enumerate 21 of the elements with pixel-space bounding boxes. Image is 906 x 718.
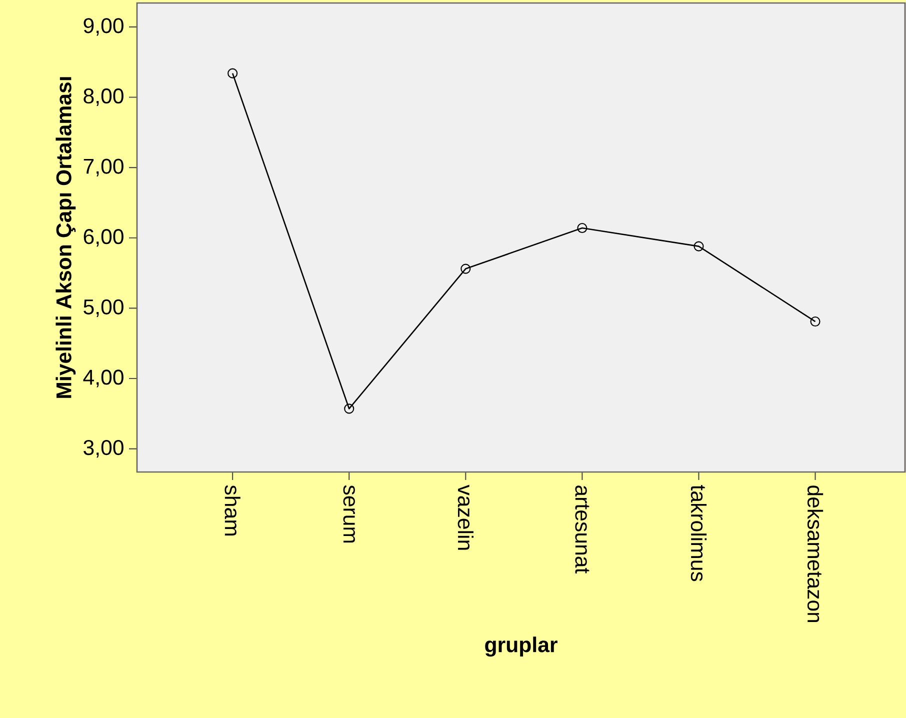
y-tick-label: 7,00 <box>84 158 124 176</box>
y-tick-label: 5,00 <box>84 299 124 317</box>
x-tick-label: sham <box>224 485 240 536</box>
y-tick-label: 4,00 <box>83 370 124 388</box>
point <box>577 222 588 234</box>
point <box>344 404 354 414</box>
x-tick-label: deksametazon <box>807 486 824 622</box>
x-axis-title: gruplar <box>485 636 558 657</box>
point <box>228 68 238 78</box>
x-tick-label: vazelin <box>458 484 474 550</box>
point <box>694 241 704 252</box>
point <box>460 264 471 274</box>
x-tick-label: artesunat <box>575 486 590 574</box>
y-tick-label: 9,00 <box>84 18 124 36</box>
point <box>810 316 820 327</box>
x-tick-label: serum <box>343 485 355 543</box>
y-tick-label: 3,00 <box>84 440 124 458</box>
y-axis-title: Miyelinli Akson Çapı Ortalaması <box>56 77 76 398</box>
x-tick-label: takrolimus <box>690 485 707 582</box>
y-tick-label: 6,00 <box>84 229 124 247</box>
y-tick-label: 8,00 <box>84 88 124 106</box>
